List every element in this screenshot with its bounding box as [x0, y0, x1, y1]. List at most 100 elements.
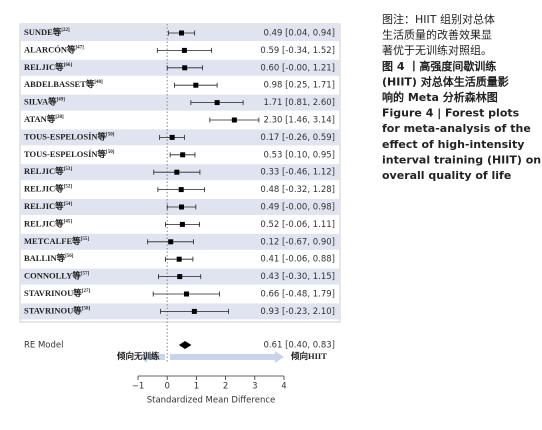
value-label: 0.12 [-0.67, 0.90] — [260, 237, 335, 247]
caption-note: 著优于无训练对照组。 — [382, 43, 492, 57]
row-band — [21, 94, 339, 111]
value-label: 0.60 [-0.00, 1.21] — [260, 63, 335, 73]
x-tick-label: −1 — [132, 382, 145, 392]
study-label: SILVA等[49] — [24, 97, 65, 107]
caption-title-zh: 响的 Meta 分析森林图 — [382, 90, 498, 104]
study-ref: [66] — [64, 63, 73, 68]
study-name: RELJIC等 — [24, 201, 64, 211]
study-ref: [54] — [64, 202, 73, 207]
value-label: 1.71 [0.81, 2.60] — [263, 98, 335, 108]
left-arrow — [140, 351, 165, 363]
right-arrow-label: 倾向HIIT — [290, 351, 327, 361]
study-ref: [53] — [64, 167, 73, 172]
study-name: SILVA等 — [24, 97, 57, 107]
x-tick-label: 0 — [164, 382, 169, 392]
x-tick-label: 3 — [252, 382, 257, 392]
study-ref: [50] — [106, 133, 115, 138]
study-name: RELJIC等 — [24, 184, 64, 194]
value-label: 0.17 [-0.26, 0.59] — [260, 133, 335, 143]
study-ref: [52] — [64, 185, 73, 190]
study-ref: [47] — [75, 46, 84, 51]
study-name: ABDELBASSET等 — [24, 79, 95, 89]
value-label: 2.30 [1.46, 3.14] — [263, 116, 335, 126]
estimate-marker — [182, 65, 188, 71]
value-label: 0.41 [-0.06, 0.88] — [260, 255, 335, 265]
estimate-marker — [179, 30, 185, 36]
estimate-marker — [183, 291, 189, 297]
estimate-marker — [179, 204, 185, 210]
estimate-marker — [231, 117, 237, 123]
study-label: ATAN等[28] — [24, 114, 64, 124]
x-tick-label: 2 — [223, 382, 228, 392]
study-name: TOUS-ESPELOSÍN等 — [24, 149, 107, 159]
caption-title-zh: (HIIT) 对总体生活质量影 — [382, 74, 509, 88]
study-name: SUNDE等 — [24, 27, 62, 37]
study-name: RELJIC等 — [24, 218, 64, 228]
study-name: TOUS-ESPELOSÍN等 — [24, 131, 107, 141]
study-name: METCALFE等 — [24, 236, 81, 246]
caption-title-en: overall quality of life — [382, 169, 511, 182]
study-label: RELJIC等[54] — [24, 201, 72, 211]
study-name: STAVRINOU等 — [24, 288, 82, 298]
study-label: RELJIC等[66] — [24, 62, 72, 72]
study-label: TOUS-ESPELOSÍN等[50] — [24, 131, 115, 141]
study-name: RELJIC等 — [24, 166, 64, 176]
study-ref: [27] — [82, 289, 91, 294]
estimate-marker — [176, 256, 182, 262]
estimate-marker — [169, 134, 175, 140]
value-label: 0.66 [-0.48, 1.79] — [260, 290, 335, 300]
caption-note: 图注：HIIT 组别对总体 — [382, 12, 495, 26]
study-label: RELJIC等[52] — [24, 184, 72, 194]
x-tick-label: 4 — [281, 382, 286, 392]
value-label: 0.43 [-0.30, 1.15] — [260, 272, 335, 282]
caption-title-zh: 图 4 丨高强度间歇训练 — [382, 59, 496, 73]
summary-diamond — [178, 341, 192, 349]
summary-value: 0.61 [0.40, 0.83] — [263, 341, 335, 351]
value-label: 0.48 [-0.32, 1.28] — [260, 185, 335, 195]
estimate-marker — [178, 187, 184, 193]
study-name: BALLIN等 — [24, 253, 66, 263]
study-ref: [22] — [61, 28, 70, 33]
study-label: RELJIC等[45] — [24, 218, 72, 228]
summary-label: RE Model — [24, 341, 64, 351]
study-label: METCALFE等[55] — [24, 236, 89, 246]
study-label: ABDELBASSET等[48] — [24, 79, 103, 89]
estimate-marker — [168, 239, 174, 245]
estimate-marker — [179, 221, 185, 227]
caption-title-en: for meta-analysis of the — [382, 122, 531, 135]
value-label: 0.93 [-0.23, 2.10] — [260, 307, 335, 317]
study-ref: [49] — [57, 98, 66, 103]
study-label: CONNOLLY等[57] — [24, 271, 90, 281]
plot-frame — [19, 23, 341, 323]
left-arrow-label: 倾向无训练 — [116, 351, 160, 361]
value-label: 0.59 [-0.34, 1.52] — [260, 46, 335, 56]
caption-title-en: effect of high-intensity — [382, 138, 524, 151]
x-tick-label: 1 — [194, 382, 199, 392]
study-label: SUNDE等[22] — [24, 27, 70, 37]
value-label: 0.98 [0.25, 1.71] — [263, 81, 335, 91]
estimate-marker — [180, 152, 186, 158]
study-ref: [45] — [64, 220, 73, 225]
study-ref: [48] — [94, 80, 103, 85]
estimate-marker — [177, 274, 183, 280]
estimate-marker — [214, 100, 220, 106]
study-ref: [50] — [106, 150, 115, 155]
study-ref: [55] — [81, 237, 90, 242]
study-name: ALARCÓN等 — [24, 44, 76, 54]
study-label: ALARCÓN等[47] — [24, 44, 84, 54]
study-label: BALLIN等[56] — [24, 253, 74, 263]
estimate-marker — [191, 308, 197, 314]
estimate-marker — [174, 169, 180, 175]
study-ref: [28] — [55, 115, 64, 120]
value-label: 0.49 [0.04, 0.94] — [263, 29, 335, 39]
study-label: STAVRINOU等[58] — [24, 305, 90, 315]
study-name: CONNOLLY等 — [24, 271, 81, 281]
study-ref: [57] — [81, 272, 90, 277]
study-label: TOUS-ESPELOSÍN等[50] — [24, 149, 115, 159]
study-label: RELJIC等[53] — [24, 166, 72, 176]
study-name: RELJIC等 — [24, 62, 64, 72]
caption-note: 生活质量的改善效果显 — [382, 28, 492, 42]
value-label: 0.49 [-0.00, 0.98] — [260, 203, 335, 213]
caption-title-en: interval training (HIIT) on — [382, 153, 541, 166]
